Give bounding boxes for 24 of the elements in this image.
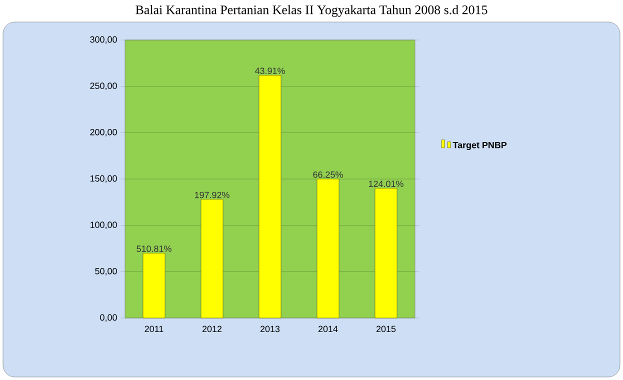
- bar: [258, 75, 282, 318]
- y-tick-label: 300,00: [90, 36, 117, 44]
- bar: [316, 178, 340, 318]
- x-tick-label: 2012: [202, 326, 222, 332]
- annotation: 66.25%: [313, 171, 343, 178]
- y-tick-label: 100,00: [90, 222, 117, 230]
- y-tick-label: 200,00: [90, 128, 117, 136]
- x-tick-label: 2013: [260, 326, 280, 332]
- annotation: 510.81%: [136, 246, 172, 252]
- bar: [142, 252, 166, 318]
- annotation: 124.01%: [368, 180, 404, 188]
- x-tick-label: 2014: [318, 326, 338, 332]
- x-tick-label: 2011: [144, 326, 164, 332]
- legend-label: Target PNBP: [452, 142, 507, 150]
- annotation: 197.92%: [194, 192, 230, 198]
- y-tick-label: 250,00: [90, 82, 117, 90]
- y-tick-label: 150,00: [90, 175, 117, 183]
- annotation: 43.91%: [255, 68, 285, 74]
- y-tick-label: 0,00: [100, 314, 117, 322]
- chart-title: Balai Karantina Pertanian Kelas II Yogyakarta Tahun 2008 s.d 2015: [136, 5, 488, 17]
- y-tick-label: 50,00: [95, 268, 117, 276]
- bar: [200, 199, 224, 318]
- x-tick-label: 2015: [376, 326, 396, 332]
- bar: [374, 188, 398, 318]
